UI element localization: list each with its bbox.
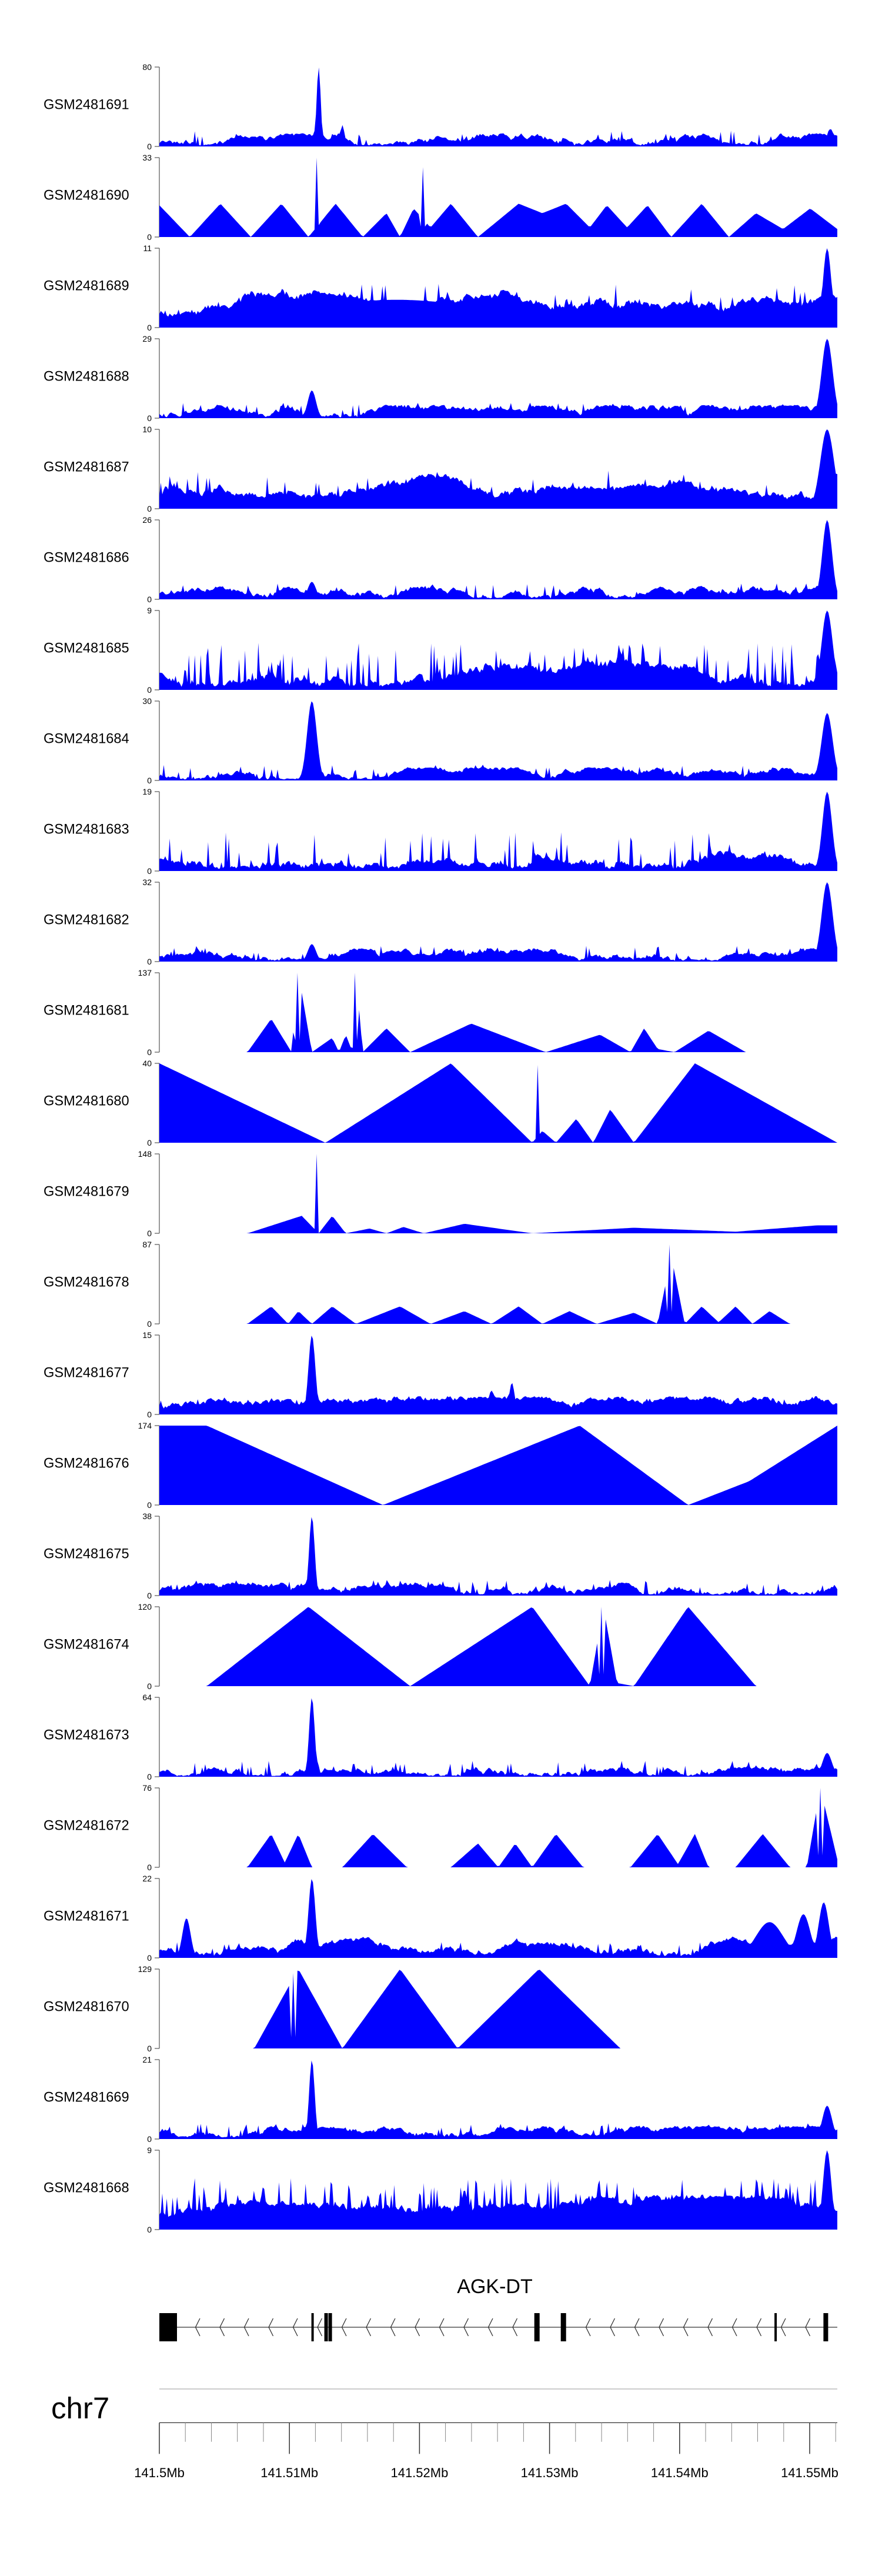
svg-text:GSM2481673: GSM2481673 (44, 1728, 129, 1743)
svg-text:0: 0 (147, 2044, 152, 2053)
svg-text:120: 120 (138, 1602, 152, 1611)
svg-text:129: 129 (138, 1964, 152, 1974)
svg-text:0: 0 (147, 1410, 152, 1419)
svg-text:10: 10 (142, 425, 152, 434)
svg-text:141.52Mb: 141.52Mb (390, 2465, 448, 2480)
svg-text:9: 9 (147, 606, 152, 615)
svg-text:19: 19 (142, 787, 152, 796)
svg-text:9: 9 (147, 2145, 152, 2155)
svg-text:0: 0 (147, 413, 152, 423)
svg-text:GSM2481690: GSM2481690 (44, 188, 129, 203)
svg-text:GSM2481684: GSM2481684 (44, 732, 129, 747)
svg-text:GSM2481669: GSM2481669 (44, 2090, 129, 2105)
svg-text:0: 0 (147, 866, 152, 876)
svg-text:GSM2481668: GSM2481668 (44, 2181, 129, 2196)
svg-text:0: 0 (147, 232, 152, 242)
svg-text:GSM2481671: GSM2481671 (44, 1909, 129, 1924)
svg-text:GSM2481680: GSM2481680 (44, 1094, 129, 1109)
svg-text:0: 0 (147, 595, 152, 604)
svg-text:26: 26 (142, 515, 152, 525)
svg-text:GSM2481683: GSM2481683 (44, 822, 129, 837)
svg-text:GSM2481677: GSM2481677 (44, 1366, 129, 1381)
svg-text:0: 0 (147, 1591, 152, 1600)
svg-text:40: 40 (142, 1059, 152, 1068)
svg-text:GSM2481674: GSM2481674 (44, 1637, 129, 1653)
svg-text:30: 30 (142, 696, 152, 706)
svg-text:0: 0 (147, 1229, 152, 1238)
svg-text:chr7: chr7 (51, 2391, 109, 2425)
svg-text:GSM2481685: GSM2481685 (44, 641, 129, 656)
svg-text:148: 148 (138, 1149, 152, 1159)
svg-text:GSM2481687: GSM2481687 (44, 460, 129, 475)
svg-text:29: 29 (142, 334, 152, 343)
svg-text:80: 80 (142, 62, 152, 72)
svg-text:GSM2481686: GSM2481686 (44, 550, 129, 566)
svg-text:0: 0 (147, 504, 152, 513)
svg-text:38: 38 (142, 1511, 152, 1521)
svg-text:GSM2481689: GSM2481689 (44, 279, 129, 294)
svg-text:15: 15 (142, 1330, 152, 1340)
svg-text:141.53Mb: 141.53Mb (521, 2465, 579, 2480)
svg-text:22: 22 (142, 1874, 152, 1883)
svg-text:0: 0 (147, 1681, 152, 1691)
svg-text:0: 0 (147, 1138, 152, 1147)
svg-text:GSM2481676: GSM2481676 (44, 1456, 129, 1471)
svg-text:0: 0 (147, 1953, 152, 1963)
svg-text:GSM2481670: GSM2481670 (44, 2000, 129, 2015)
svg-text:0: 0 (147, 1047, 152, 1057)
svg-text:141.5Mb: 141.5Mb (134, 2465, 185, 2480)
svg-text:GSM2481691: GSM2481691 (44, 98, 129, 113)
svg-text:0: 0 (147, 323, 152, 332)
svg-text:0: 0 (147, 776, 152, 785)
svg-text:0: 0 (147, 1500, 152, 1510)
svg-text:141.55Mb: 141.55Mb (781, 2465, 838, 2480)
svg-text:32: 32 (142, 877, 152, 887)
svg-text:33: 33 (142, 153, 152, 162)
svg-text:21: 21 (142, 2055, 152, 2064)
svg-text:0: 0 (147, 142, 152, 151)
svg-text:GSM2481682: GSM2481682 (44, 913, 129, 928)
svg-text:GSM2481672: GSM2481672 (44, 1818, 129, 1834)
svg-text:0: 0 (147, 957, 152, 966)
svg-text:0: 0 (147, 1772, 152, 1781)
svg-text:174: 174 (138, 1421, 152, 1430)
svg-text:76: 76 (142, 1783, 152, 1793)
svg-text:0: 0 (147, 1319, 152, 1329)
svg-text:11: 11 (143, 243, 152, 253)
svg-text:GSM2481681: GSM2481681 (44, 1003, 129, 1019)
svg-text:137: 137 (138, 968, 152, 977)
svg-text:GSM2481688: GSM2481688 (44, 369, 129, 385)
svg-text:0: 0 (147, 2225, 152, 2234)
svg-text:141.54Mb: 141.54Mb (651, 2465, 709, 2480)
svg-text:GSM2481675: GSM2481675 (44, 1547, 129, 1562)
svg-text:141.51Mb: 141.51Mb (260, 2465, 318, 2480)
svg-text:GSM2481679: GSM2481679 (44, 1184, 129, 1200)
svg-text:0: 0 (147, 1863, 152, 1872)
svg-text:AGK-DT: AGK-DT (457, 2275, 532, 2298)
svg-text:GSM2481678: GSM2481678 (44, 1275, 129, 1290)
svg-text:0: 0 (147, 685, 152, 695)
svg-text:0: 0 (147, 2134, 152, 2144)
svg-text:64: 64 (142, 1693, 152, 1702)
svg-text:87: 87 (142, 1240, 152, 1249)
